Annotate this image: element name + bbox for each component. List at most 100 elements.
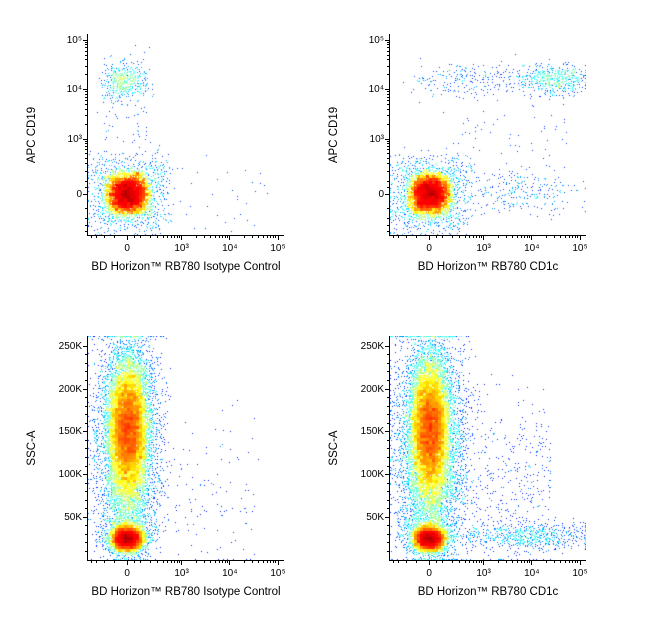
y-axis-tick (387, 525, 389, 527)
x-axis-tick (270, 235, 272, 238)
x-axis-tick (270, 560, 272, 563)
y-tick-label: 50K (64, 511, 82, 523)
plot-ssc-vs-isotype: SSC-A BD Horizon™ RB780 Isotype Control … (26, 336, 286, 598)
y-axis-tick (85, 187, 87, 189)
y-axis-tick (387, 54, 389, 56)
y-tick-label: 200K (58, 383, 82, 395)
x-axis-tick (96, 560, 98, 563)
y-axis-tick (85, 153, 87, 154)
x-axis-tick (227, 560, 229, 563)
x-axis-tick (195, 560, 197, 563)
x-axis-tick (272, 235, 274, 238)
x-axis-tick (565, 235, 566, 238)
x-axis-tick (405, 560, 407, 563)
y-axis-tick (385, 89, 389, 91)
y-axis-tick (85, 371, 87, 373)
x-axis-tick (392, 235, 394, 238)
y-axis-tick (85, 115, 87, 116)
x-axis-tick (103, 235, 105, 238)
y-axis-tick (85, 397, 87, 399)
x-axis-tick (464, 560, 466, 563)
x-axis-tick (162, 235, 164, 238)
scatter-canvas-cd19-vs-cd1c (390, 34, 586, 235)
y-tick-label: 10⁵ (66, 34, 82, 46)
y-axis-tick (387, 170, 389, 172)
x-axis-tick (572, 235, 574, 238)
x-axis-tick (529, 235, 531, 238)
x-axis-tick (178, 560, 180, 563)
y-axis-tick (85, 499, 87, 501)
x-axis-tick (166, 560, 168, 563)
x-axis-tick (277, 560, 279, 565)
y-axis-tick (387, 217, 389, 219)
y-axis-tick (387, 422, 389, 424)
x-axis-tick (523, 560, 525, 563)
x-axis-tick (520, 560, 522, 563)
y-axis-tick (85, 491, 87, 493)
y-axis-tick (85, 149, 87, 151)
y-axis-tick (385, 431, 389, 433)
x-axis-tick (428, 235, 430, 240)
x-tick-label: 10⁵ (572, 568, 588, 579)
y-axis-tick (85, 380, 87, 381)
x-axis-tick (472, 235, 474, 238)
x-axis-tick (113, 560, 115, 563)
x-axis-tick (526, 560, 528, 563)
x-axis-tick (529, 560, 531, 563)
y-axis-tick (85, 74, 87, 76)
y-axis-tick (85, 157, 87, 159)
x-axis-tick (139, 560, 141, 563)
y-axis-line (389, 336, 390, 561)
x-axis-tick (173, 560, 175, 563)
x-axis-tick (263, 560, 264, 563)
x-axis-tick (210, 560, 212, 563)
x-tick-label: 10³ (476, 568, 491, 579)
x-axis-tick (227, 235, 229, 238)
x-axis-tick (483, 560, 485, 565)
x-axis-tick (229, 560, 231, 565)
x-axis-tick (243, 235, 245, 238)
y-axis-tick (85, 533, 87, 535)
y-tick-label: 0 (378, 189, 384, 201)
y-axis-tick (85, 551, 87, 552)
x-axis-tick (181, 560, 183, 565)
x-axis-tick (275, 235, 277, 238)
x-axis-tick (178, 235, 180, 238)
x-tick-label: 10³ (174, 243, 189, 254)
y-axis-tick (387, 143, 389, 145)
x-axis-tick (459, 560, 460, 563)
x-axis-tick (149, 560, 151, 563)
y-axis-tick (83, 474, 87, 475)
y-tick-label: 100K (360, 469, 384, 480)
y-axis-tick (387, 104, 389, 105)
y-axis-title: APC CD19 (328, 106, 340, 163)
x-axis-tick (472, 560, 474, 563)
x-axis-tick (560, 560, 562, 563)
x-axis-tick (531, 235, 533, 240)
y-axis-tick (85, 405, 87, 407)
x-axis-tick (577, 235, 579, 238)
x-axis-tick (266, 560, 268, 563)
x-axis-tick (545, 235, 547, 238)
y-axis-tick (85, 163, 87, 165)
y-axis-title: APC CD19 (26, 106, 38, 163)
x-axis-tick (157, 560, 158, 563)
y-axis-tick (83, 345, 87, 347)
x-axis-tick (480, 235, 482, 238)
y-axis-tick (85, 96, 87, 98)
x-axis-tick (214, 560, 216, 563)
y-axis-line (87, 34, 88, 236)
x-axis-tick (96, 235, 98, 238)
x-axis-tick (277, 235, 279, 240)
x-axis-tick (170, 560, 172, 563)
y-axis-tick (85, 508, 87, 510)
x-axis-tick (441, 560, 443, 563)
y-axis-tick (85, 41, 87, 43)
y-tick-label: 150K (360, 426, 384, 438)
y-axis-tick (85, 217, 87, 219)
y-axis-tick (387, 448, 389, 450)
y-axis-tick (85, 439, 87, 441)
y-tick-label: 50K (366, 511, 384, 523)
x-axis-tick (149, 235, 151, 238)
